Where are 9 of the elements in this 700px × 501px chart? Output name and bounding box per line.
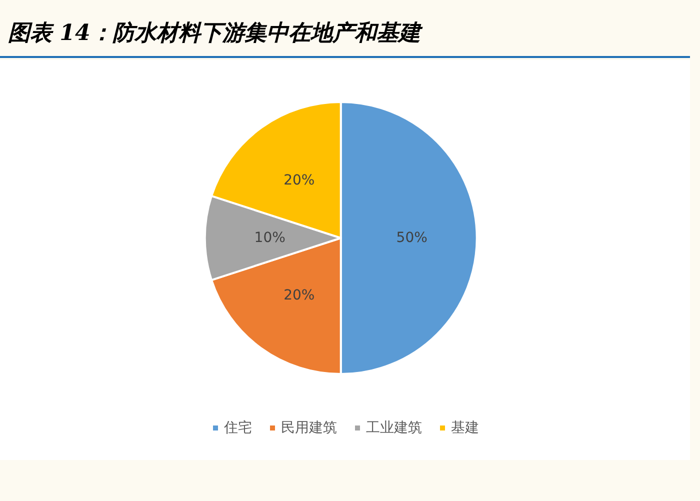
data-label: 10% [254,230,286,246]
legend-label: 住宅 [223,420,252,436]
legend-label: 民用建筑 [281,420,337,436]
data-label: 50% [396,230,428,246]
chart-title: 图表 14：防水材料下游集中在地产和基建 [8,19,420,48]
data-label: 20% [284,287,315,304]
data-label: 20% [284,172,315,189]
legend-label: 工业建筑 [366,420,422,436]
legend-label: 基建 [451,420,479,436]
